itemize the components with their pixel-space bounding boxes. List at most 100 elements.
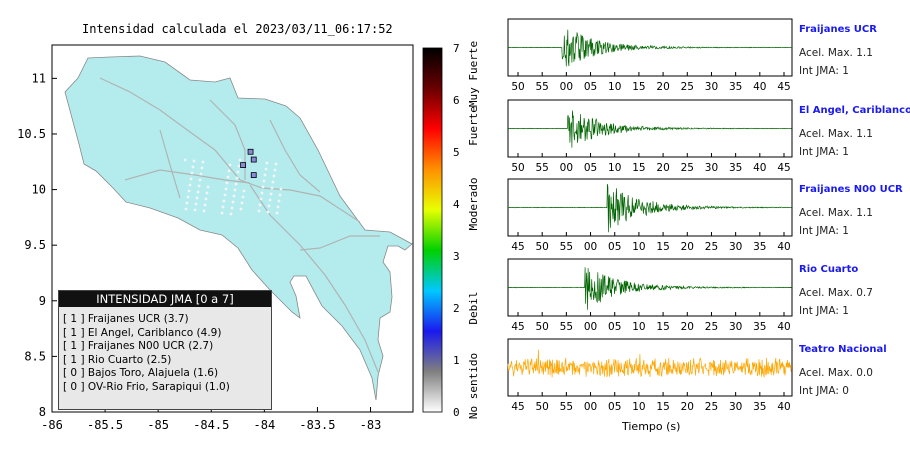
town-dot: [183, 158, 187, 162]
station-marker: [240, 162, 247, 169]
station-info: Fraijanes UCR Acel. Max. 1.1 Int JMA: 1: [799, 24, 877, 77]
time-tick-label: 55: [535, 162, 548, 174]
town-dot: [224, 187, 228, 191]
town-dot: [259, 197, 263, 201]
town-dot: [269, 192, 273, 196]
time-tick-label: 40: [777, 401, 790, 413]
road-line: [159, 129, 181, 199]
road-line: [99, 77, 361, 223]
jma-intensity: Int JMA: 1: [799, 225, 849, 237]
time-tick-label: 10: [608, 81, 621, 93]
time-tick-label: 05: [608, 401, 621, 413]
time-tick-label: 35: [729, 81, 742, 93]
costa-rica-land: [64, 55, 413, 401]
colorbar-tick-label: 2: [453, 302, 460, 315]
town-dot: [233, 188, 237, 192]
intensity-legend: INTENSIDAD JMA [0 a 7] [ 1 ] Fraijanes U…: [58, 290, 272, 410]
town-dot: [276, 205, 280, 209]
time-tick-label: 50: [535, 401, 548, 413]
time-tick-label: 20: [656, 162, 669, 174]
town-dot: [201, 160, 205, 164]
waveform-panel: 45 50 55 00 05 10 15 20 25 30 35 40: [507, 338, 793, 413]
time-tick-label: 50: [511, 162, 524, 174]
town-dot: [260, 191, 264, 195]
y-tick-label: 10: [32, 183, 46, 197]
town-dot: [232, 194, 236, 198]
waveform-trace: [507, 349, 792, 378]
waveform-panel: 45 50 55 00 05 10 15 20 25 30 35 40: [507, 258, 793, 333]
y-tick-label: 8.5: [24, 349, 46, 363]
time-tick-label: 00: [560, 162, 573, 174]
time-tick-label: 25: [681, 162, 694, 174]
town-dot: [190, 171, 194, 175]
colorbar-tick-label: 7: [453, 42, 460, 55]
time-tick-label: 55: [560, 241, 573, 253]
map-title: Intensidad calculada el 2023/03/11_06:17…: [82, 22, 393, 36]
road-line: [124, 169, 251, 184]
time-tick-label: 35: [753, 241, 766, 253]
time-tick-label: 40: [753, 162, 766, 174]
town-dot: [240, 201, 244, 205]
station-name: Fraijanes UCR: [799, 24, 877, 35]
town-dot: [271, 180, 275, 184]
time-tick-label: 40: [777, 321, 790, 333]
station-marker: [250, 156, 257, 163]
station-info: Teatro Nacional Acel. Max. 0.0 Int JMA: 0: [799, 344, 887, 397]
time-tick-label: 55: [560, 401, 573, 413]
station-name: Teatro Nacional: [799, 344, 887, 355]
time-tick-label: 45: [511, 321, 524, 333]
town-dot: [199, 172, 203, 176]
legend-row: [ 0 ] Bajos Toro, Alajuela (1.6): [63, 367, 219, 380]
legend-row: [ 1 ] El Angel, Cariblanco (4.9): [63, 326, 222, 339]
town-dot: [189, 177, 193, 181]
road-line: [269, 119, 321, 193]
jma-intensity: Int JMA: 1: [799, 305, 849, 317]
waveform-panel: 50 55 00 05 10 15 20 25 30 35 40 45: [507, 18, 793, 93]
time-tick-label: 05: [584, 81, 597, 93]
town-dot: [270, 186, 274, 190]
time-tick-label: 00: [560, 81, 573, 93]
town-dot: [261, 185, 265, 189]
town-dot: [204, 197, 208, 201]
x-tick-label: -83.5: [299, 418, 335, 432]
time-tick-label: 10: [608, 162, 621, 174]
town-dot: [257, 209, 261, 213]
time-tick-label: 30: [705, 162, 718, 174]
colorbar-tick-label: 5: [453, 146, 460, 159]
road-line: [249, 184, 379, 373]
town-dot: [228, 163, 232, 167]
town-dot: [223, 193, 227, 197]
town-dot: [185, 201, 189, 205]
town-dot: [220, 211, 224, 215]
y-tick-label: 11: [32, 71, 46, 85]
town-dot: [200, 166, 204, 170]
station-marker: [250, 172, 257, 179]
waveform-trace: [507, 267, 792, 310]
town-dot: [268, 198, 272, 202]
time-tick-label: 35: [753, 321, 766, 333]
town-dot: [206, 185, 210, 189]
colorbar-tick-label: 6: [453, 94, 460, 107]
town-dot: [262, 179, 266, 183]
waveform-trace: [507, 29, 792, 67]
jma-intensity: Int JMA: 0: [799, 385, 849, 397]
time-tick-label: 50: [535, 241, 548, 253]
colorbar-band-label: Moderado: [467, 178, 480, 231]
town-dot: [266, 210, 270, 214]
time-tick-label: 20: [681, 401, 694, 413]
town-dot: [258, 203, 262, 207]
time-tick-label: 05: [608, 241, 621, 253]
intensity-colorbar: [422, 47, 443, 413]
town-dot: [192, 159, 196, 163]
time-tick-label: 10: [632, 401, 645, 413]
y-tick-label: 8: [39, 405, 46, 419]
colorbar-band-label: Muy Fuerte: [467, 41, 480, 107]
time-tick-label: 30: [729, 401, 742, 413]
legend-row: [ 1 ] Fraijanes UCR (3.7): [63, 313, 189, 325]
legend-title: INTENSIDAD JMA [0 a 7]: [59, 291, 271, 307]
time-tick-label: 30: [705, 81, 718, 93]
jma-intensity: Int JMA: 1: [799, 65, 849, 77]
town-dot: [202, 209, 206, 213]
time-tick-label: 25: [705, 321, 718, 333]
town-dot: [235, 176, 239, 180]
